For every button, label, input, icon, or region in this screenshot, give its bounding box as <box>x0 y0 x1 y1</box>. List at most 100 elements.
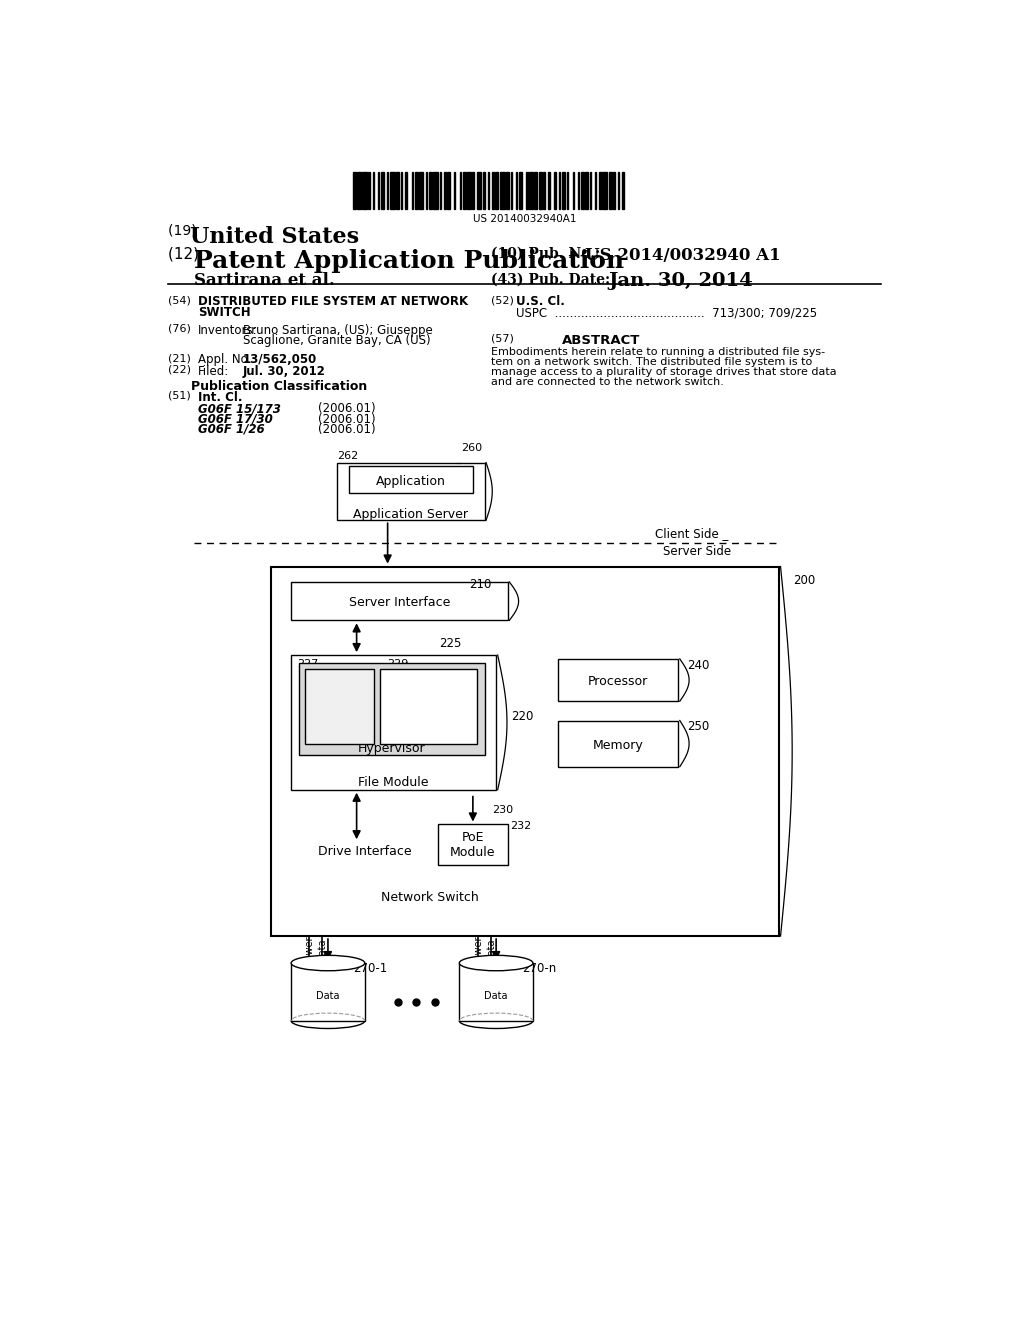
Text: Server Interface: Server Interface <box>348 597 450 610</box>
Bar <box>369 172 370 209</box>
Text: Network Switch: Network Switch <box>381 891 479 904</box>
Text: US 20140032940A1: US 20140032940A1 <box>473 214 577 224</box>
Bar <box>439 172 441 209</box>
Bar <box>483 172 484 209</box>
Bar <box>429 172 432 209</box>
Text: 210: 210 <box>469 578 492 591</box>
Bar <box>381 172 384 209</box>
Bar <box>396 172 399 209</box>
Text: Patent Application Publication: Patent Application Publication <box>194 249 624 273</box>
Bar <box>493 172 494 209</box>
Bar <box>623 172 624 209</box>
Text: (2006.01): (2006.01) <box>317 403 376 416</box>
Bar <box>613 172 614 209</box>
Text: Sartirana et al.: Sartirana et al. <box>194 272 335 289</box>
Bar <box>349 466 473 494</box>
Bar <box>438 825 508 866</box>
Text: Int. Cl.: Int. Cl. <box>198 391 243 404</box>
Ellipse shape <box>460 956 532 970</box>
Bar <box>578 172 579 209</box>
Bar <box>291 964 365 1020</box>
Bar <box>581 172 584 209</box>
Bar <box>447 172 451 209</box>
Text: 240: 240 <box>687 659 710 672</box>
Bar <box>387 172 388 209</box>
Bar <box>362 172 367 209</box>
Text: Embodiments herein relate to running a distributed file sys-: Embodiments herein relate to running a d… <box>490 347 824 356</box>
Bar <box>617 172 620 209</box>
Text: (10) Pub. No.:: (10) Pub. No.: <box>490 247 600 261</box>
Text: and are connected to the network switch.: and are connected to the network switch. <box>490 378 724 387</box>
Bar <box>559 172 560 209</box>
Text: Appl. No.:: Appl. No.: <box>198 354 255 366</box>
Text: 200: 200 <box>793 574 815 587</box>
Text: Distributed
File System: Distributed File System <box>392 692 464 721</box>
Text: Bruno Sartirana, (US); Giuseppe: Bruno Sartirana, (US); Giuseppe <box>243 323 432 337</box>
Bar <box>460 172 461 209</box>
Text: tem on a network switch. The distributed file system is to: tem on a network switch. The distributed… <box>490 358 812 367</box>
Bar <box>415 172 418 209</box>
Bar <box>590 172 592 209</box>
Bar <box>506 172 509 209</box>
Bar <box>595 172 596 209</box>
Text: PoE
Module: PoE Module <box>451 830 496 859</box>
Text: Server Side: Server Side <box>663 545 731 558</box>
Text: (12): (12) <box>168 247 204 261</box>
Bar <box>518 172 521 209</box>
Text: Data: Data <box>485 939 496 962</box>
Bar <box>535 172 538 209</box>
Bar <box>554 172 556 209</box>
Text: File Module: File Module <box>358 776 429 789</box>
Text: (19): (19) <box>168 224 202 238</box>
Bar <box>472 172 474 209</box>
Text: 270-1: 270-1 <box>352 961 387 974</box>
Text: Client Side _: Client Side _ <box>655 527 728 540</box>
Text: 232: 232 <box>510 821 531 830</box>
Text: 229: 229 <box>388 659 409 669</box>
Text: (2006.01): (2006.01) <box>317 412 376 425</box>
Text: Data: Data <box>316 991 340 1001</box>
Bar <box>515 172 517 209</box>
Text: Application Server: Application Server <box>353 508 468 520</box>
Bar <box>548 172 550 209</box>
Text: Jul. 30, 2012: Jul. 30, 2012 <box>243 364 326 378</box>
Text: (54): (54) <box>168 296 191 305</box>
Text: Drive Interface: Drive Interface <box>317 845 412 858</box>
Text: (21): (21) <box>168 354 191 363</box>
Text: SWITCH: SWITCH <box>198 306 251 319</box>
Text: G06F 1/26: G06F 1/26 <box>198 422 264 436</box>
Bar <box>378 172 379 209</box>
Bar <box>562 172 565 209</box>
Text: (2006.01): (2006.01) <box>317 422 376 436</box>
Bar <box>463 172 466 209</box>
Text: Power: Power <box>303 936 313 965</box>
Bar <box>420 172 423 209</box>
Bar <box>539 172 542 209</box>
Text: 227: 227 <box>297 659 318 669</box>
Bar <box>572 172 574 209</box>
Bar <box>426 172 427 209</box>
Text: Jan. 30, 2014: Jan. 30, 2014 <box>608 272 754 290</box>
Text: Data: Data <box>484 991 508 1001</box>
Text: Scaglione, Granite Bay, CA (US): Scaglione, Granite Bay, CA (US) <box>243 334 430 347</box>
Text: U.S. Cl.: U.S. Cl. <box>515 296 564 309</box>
Bar <box>406 172 407 209</box>
Bar <box>291 582 508 620</box>
Text: manage access to a plurality of storage drives that store data: manage access to a plurality of storage … <box>490 367 837 378</box>
Bar <box>352 172 356 209</box>
Text: Power: Power <box>472 936 482 965</box>
Text: 230: 230 <box>493 805 513 816</box>
Text: Memory: Memory <box>593 739 643 751</box>
Bar <box>558 659 678 701</box>
Bar <box>608 172 611 209</box>
Text: (43) Pub. Date:: (43) Pub. Date: <box>490 272 610 286</box>
Bar <box>337 462 484 520</box>
Bar <box>460 964 532 1020</box>
Bar <box>602 172 607 209</box>
Text: (76): (76) <box>168 323 191 334</box>
Bar <box>496 172 499 209</box>
Bar <box>380 669 477 743</box>
Bar <box>305 669 375 743</box>
Text: DISTRIBUTED FILE SYSTEM AT NETWORK: DISTRIBUTED FILE SYSTEM AT NETWORK <box>198 296 468 309</box>
Text: United States: United States <box>190 226 359 248</box>
